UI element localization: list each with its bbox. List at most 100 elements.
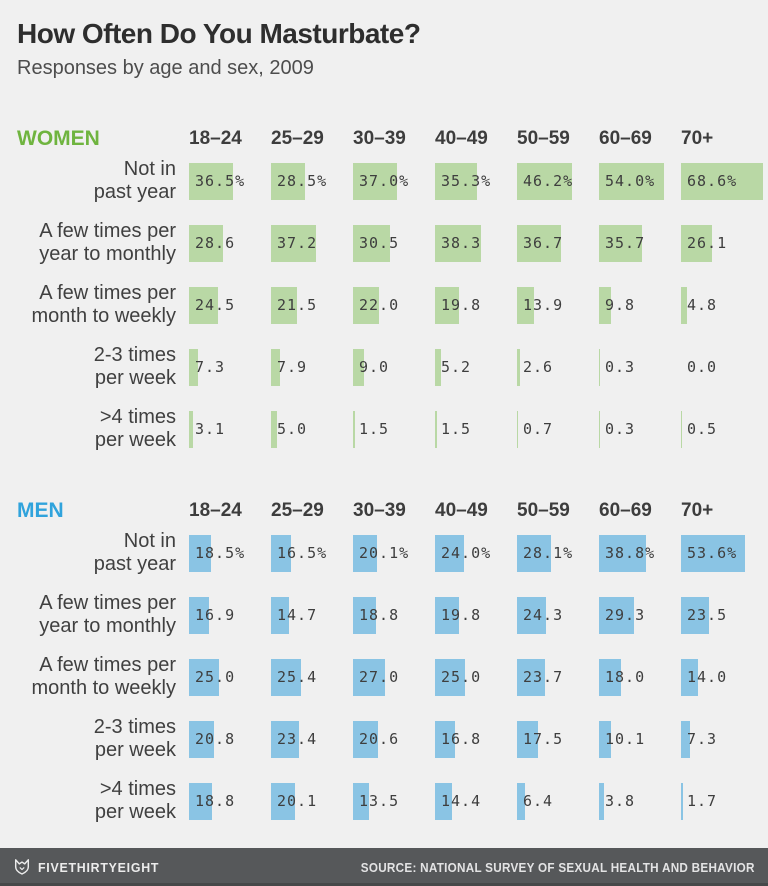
bar-value-label: 30.5 xyxy=(359,234,400,252)
bar xyxy=(189,658,219,696)
bar xyxy=(353,410,355,448)
bar xyxy=(681,162,764,200)
bar-value-label: 24.0% xyxy=(441,544,492,562)
bar-cell: 68.6% xyxy=(681,162,764,200)
section-header: MEN 18–24 25–29 30–39 40–49 50–59 60–69 70+ xyxy=(17,486,768,522)
bar-value-label: 5.2 xyxy=(441,358,472,376)
bar-cell: 28.6 xyxy=(189,224,271,262)
bar-cell: 0.3 xyxy=(599,410,681,448)
bar-cell: 21.5 xyxy=(271,286,353,324)
bar-value-label: 13.9 xyxy=(523,296,564,314)
bar xyxy=(271,410,277,448)
bar-value-label: 14.7 xyxy=(277,606,318,624)
bar-value-label: 14.4 xyxy=(441,792,482,810)
bar xyxy=(681,286,687,324)
bar-value-label: 28.6 xyxy=(195,234,236,252)
bar xyxy=(189,162,233,200)
section-name: WOMEN xyxy=(17,127,100,150)
brand: FIVETHIRTYEIGHT xyxy=(13,858,166,876)
bar xyxy=(353,596,376,634)
bar-cell: 2.6 xyxy=(517,348,599,386)
bar-value-label: 53.6% xyxy=(687,544,738,562)
bar-cell: 10.1 xyxy=(599,720,681,758)
bar-row: >4 times per week 3.1 5.0 1.5 1.5 0.7 0.3 0.5 xyxy=(17,398,768,460)
bar-cell: 18.5% xyxy=(189,534,271,572)
bar xyxy=(681,782,684,820)
bar-value-label: 26.1 xyxy=(687,234,728,252)
row-label: Not in past year xyxy=(17,530,189,576)
bar-value-label: 37.2 xyxy=(277,234,318,252)
bar xyxy=(189,782,212,820)
bar xyxy=(435,224,481,262)
bar-value-label: 16.5% xyxy=(277,544,328,562)
bar-value-label: 20.6 xyxy=(359,730,400,748)
source-label: SOURCE: NATIONAL SURVEY OF SEXUAL HEALTH… xyxy=(361,859,755,875)
bar xyxy=(271,596,289,634)
bar-value-label: 14.0 xyxy=(687,668,728,686)
bar xyxy=(681,720,690,758)
bar-cell: 38.8% xyxy=(599,534,681,572)
bar-cell: 0.5 xyxy=(681,410,763,448)
bar-value-label: 18.0 xyxy=(605,668,646,686)
bar xyxy=(517,534,551,572)
bar-cell: 30.5 xyxy=(353,224,435,262)
bar xyxy=(189,348,198,386)
bar-cell: 23.7 xyxy=(517,658,599,696)
row-label-line: 2-3 times xyxy=(93,716,176,738)
row-label-line: 2-3 times xyxy=(93,344,176,366)
bar-value-label: 18.5% xyxy=(195,544,246,562)
row-label: A few times per year to monthly xyxy=(17,220,189,266)
row-label: A few times per month to weekly xyxy=(17,282,189,328)
bar-cell: 14.4 xyxy=(435,782,517,820)
bar-value-label: 25.4 xyxy=(277,668,318,686)
bar-cell: 9.0 xyxy=(353,348,435,386)
bar-cell: 14.0 xyxy=(681,658,763,696)
bar-value-label: 13.5 xyxy=(359,792,400,810)
bar xyxy=(189,534,212,572)
bar-value-label: 9.8 xyxy=(605,296,636,314)
bar-value-label: 21.5 xyxy=(277,296,318,314)
bar-row: Not in past year 18.5% 16.5% 20.1% 24.0% 28.1%… xyxy=(17,522,768,584)
age-column-header: 70+ xyxy=(681,128,714,149)
bar-cell: 16.5% xyxy=(271,534,353,572)
row-label: A few times per month to weekly xyxy=(17,654,189,700)
bar-cell: 53.6% xyxy=(681,534,763,572)
bar-value-label: 9.0 xyxy=(359,358,390,376)
bar xyxy=(435,596,459,634)
bar-value-label: 5.0 xyxy=(277,420,308,438)
bar-value-label: 17.5 xyxy=(523,730,564,748)
bar xyxy=(517,782,525,820)
bar-value-label: 19.8 xyxy=(441,296,482,314)
bar xyxy=(435,658,465,696)
row-label-line: A few times per xyxy=(39,282,176,304)
section-women: WOMEN 18–24 25–29 30–39 40–49 50–59 60–69 70+ No… xyxy=(17,114,768,460)
bar xyxy=(517,286,534,324)
bar xyxy=(189,596,210,634)
bar-value-label: 24.3 xyxy=(523,606,564,624)
bar-value-label: 28.1% xyxy=(523,544,574,562)
bar xyxy=(353,286,380,324)
bar-value-label: 25.0 xyxy=(195,668,236,686)
bar xyxy=(599,534,646,572)
age-column-header: 40–49 xyxy=(435,128,488,149)
bar xyxy=(435,348,442,386)
bar xyxy=(681,658,698,696)
bar-value-label: 18.8 xyxy=(359,606,400,624)
bar xyxy=(517,162,573,200)
age-column-header: 30–39 xyxy=(353,128,406,149)
age-column-header: 50–59 xyxy=(517,128,570,149)
bar-value-label: 0.5 xyxy=(687,420,718,438)
bar xyxy=(353,162,398,200)
bar-cell: 25.0 xyxy=(435,658,517,696)
bar-value-label: 24.5 xyxy=(195,296,236,314)
bar-value-label: 36.7 xyxy=(523,234,564,252)
bar-value-label: 0.7 xyxy=(523,420,554,438)
bar xyxy=(435,782,453,820)
row-label-line: month to weekly xyxy=(31,305,176,327)
bar-value-label: 28.5% xyxy=(277,172,328,190)
bar-cell: 6.4 xyxy=(517,782,599,820)
bar-row: 2-3 times per week 7.3 7.9 9.0 5.2 2.6 0.3 0.0 xyxy=(17,336,768,398)
bar-cell: 19.8 xyxy=(435,286,517,324)
bar-cell: 14.7 xyxy=(271,596,353,634)
